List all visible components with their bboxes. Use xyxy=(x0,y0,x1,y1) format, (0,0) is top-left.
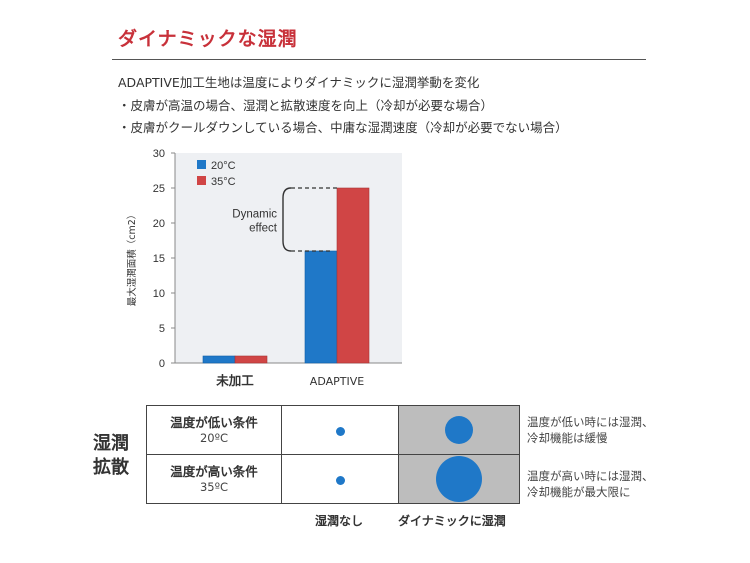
y-tick-label: 10 xyxy=(153,288,165,300)
wetting-spot-medium xyxy=(445,416,473,444)
bar-35c xyxy=(336,187,370,364)
y-tick-label: 30 xyxy=(153,148,165,160)
wetting-comparison-table: 温度が低い条件 20ºC 温度が高い条件 35ºC xyxy=(146,405,520,504)
page-title: ダイナミックな湿潤 xyxy=(118,28,298,50)
title-divider xyxy=(112,59,646,60)
y-tick-label: 0 xyxy=(159,358,165,370)
x-category-label: ADAPTIVE xyxy=(310,375,364,388)
legend-swatch xyxy=(197,160,206,169)
bar-20c xyxy=(304,250,338,364)
side-label-spreading: 拡散 xyxy=(93,457,129,478)
y-tick-label: 25 xyxy=(153,183,165,195)
note-cool-line1: 温度が低い時には湿潤、 xyxy=(527,415,654,429)
annotation-text-line1: Dynamic xyxy=(232,209,277,221)
y-tick-label: 20 xyxy=(153,218,165,230)
no-wetting-cell xyxy=(281,454,399,504)
bar-35c xyxy=(234,355,268,364)
description-bullet-hot: ・皮膚が高温の場合、湿潤と拡散速度を向上（冷却が必要な場合） xyxy=(118,98,494,113)
condition-label: 温度が低い条件 xyxy=(170,415,258,430)
wetting-spot-large xyxy=(436,456,482,502)
no-wetting-cell xyxy=(281,405,399,455)
annotation-bracket xyxy=(282,187,292,252)
description-bullet-cool: ・皮膚がクールダウンしている場合、中庸な湿潤速度（冷却が必要でない場合） xyxy=(118,120,568,135)
y-tick-label: 5 xyxy=(159,323,165,335)
y-tick-label: 15 xyxy=(153,253,165,265)
note-hot-line1: 温度が高い時には湿潤、 xyxy=(527,469,654,483)
wetting-spot-small xyxy=(335,475,345,485)
bar-20c xyxy=(202,355,236,364)
description-line: ADAPTIVE加工生地は温度によりダイナミックに湿潤挙動を変化 xyxy=(118,75,480,90)
legend-label: 20°C xyxy=(211,160,236,172)
column-label-no-wetting: 湿潤なし xyxy=(315,514,364,528)
column-label-dynamic-wetting: ダイナミックに湿潤 xyxy=(398,514,506,528)
condition-cell: 温度が低い条件 20ºC xyxy=(146,405,282,455)
legend-label: 35°C xyxy=(211,176,236,188)
condition-temperature: 35ºC xyxy=(199,480,229,494)
side-label-wetting: 湿潤 xyxy=(93,433,129,454)
wetting-area-bar-chart: 0 5 10 15 20 25 30 最大湿潤面積（cm2） 未加工 ADAPTIVE 20°C 35… xyxy=(126,148,402,388)
dynamic-wetting-cell xyxy=(398,454,520,504)
table-row: 温度が高い条件 35ºC xyxy=(146,454,520,504)
dynamic-wetting-cell xyxy=(398,405,520,455)
table-row: 温度が低い条件 20ºC xyxy=(146,405,520,455)
annotation-text-line2: effect xyxy=(249,223,278,235)
condition-temperature: 20ºC xyxy=(199,431,229,445)
note-cool-line2: 冷却機能は緩慢 xyxy=(527,431,608,445)
y-axis-label: 最大湿潤面積（cm2） xyxy=(126,210,138,307)
condition-label: 温度が高い条件 xyxy=(170,464,258,479)
wetting-spot-small xyxy=(335,426,345,436)
condition-cell: 温度が高い条件 35ºC xyxy=(146,454,282,504)
note-hot-line2: 冷却機能が最大限に xyxy=(527,485,631,499)
legend-swatch xyxy=(197,176,206,185)
x-category-label: 未加工 xyxy=(215,373,254,388)
